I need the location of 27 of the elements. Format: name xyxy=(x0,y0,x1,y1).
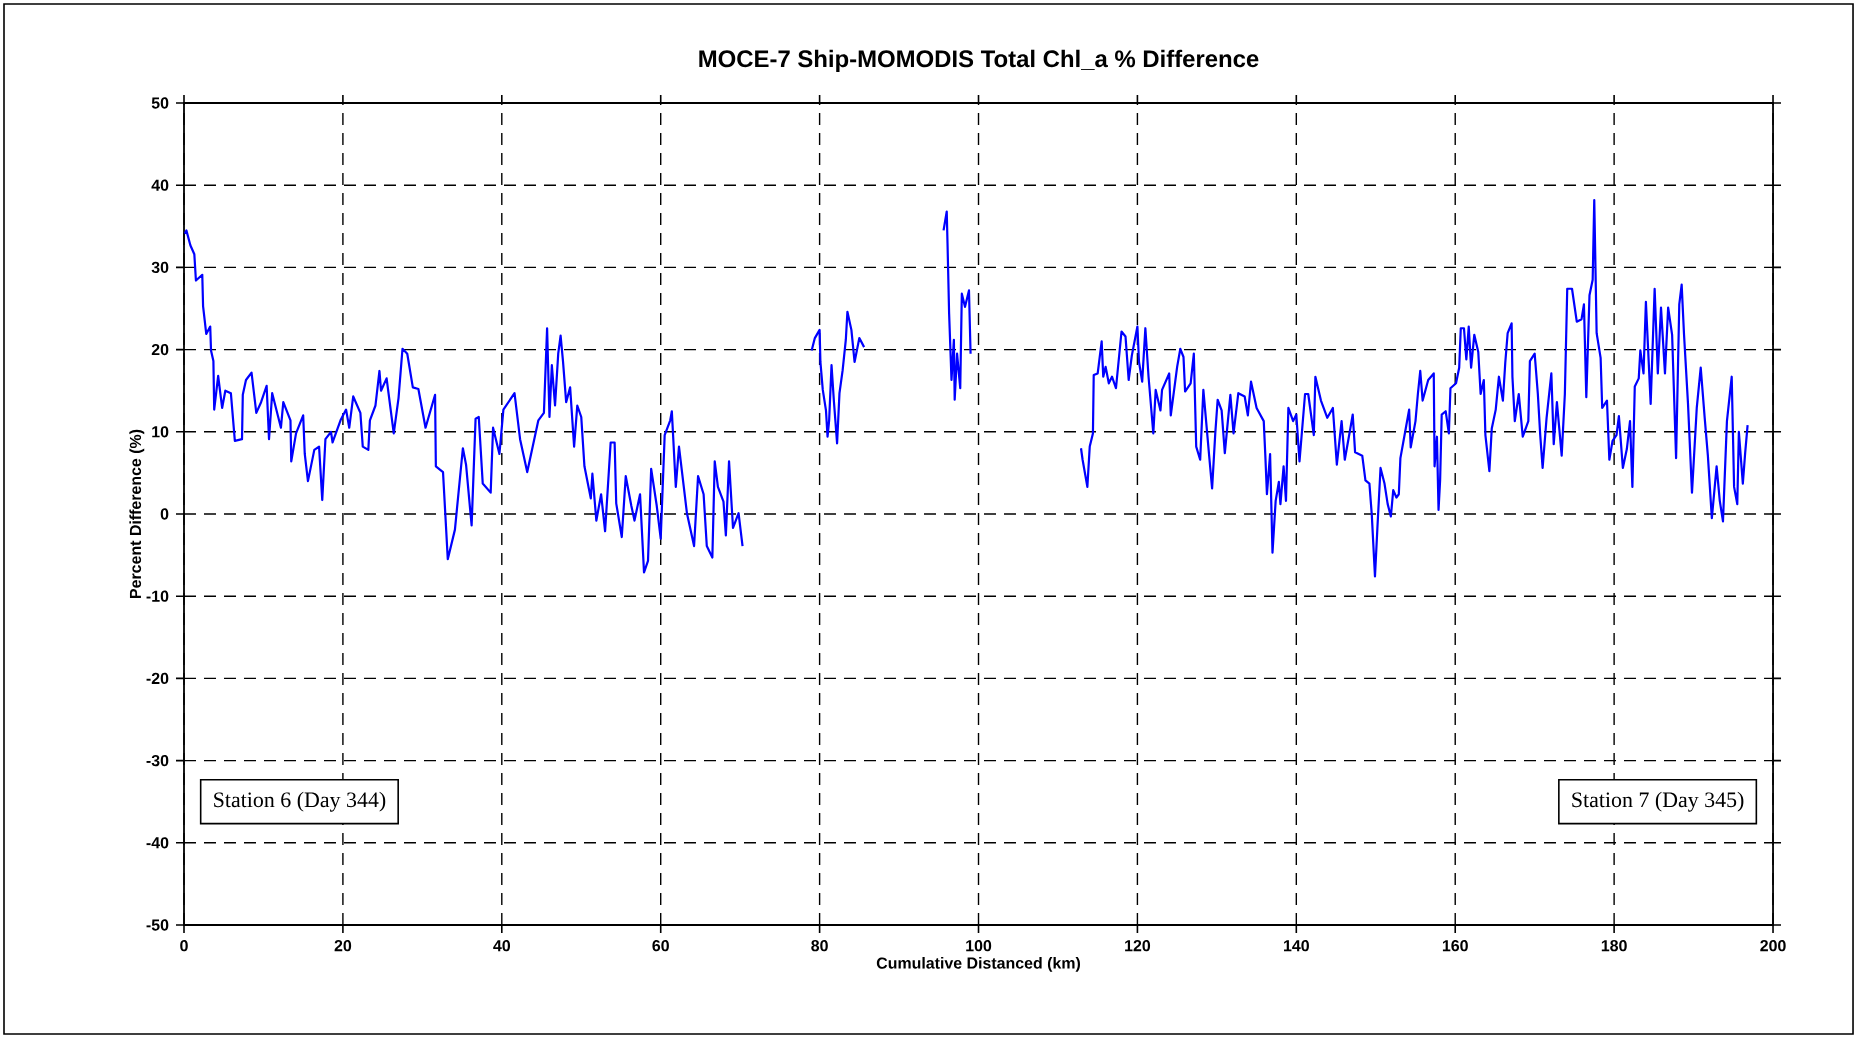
x-tick-label: 0 xyxy=(180,940,188,952)
x-tick-label: 200 xyxy=(1760,940,1786,952)
y-tick-label: 30 xyxy=(151,261,169,274)
y-tick-label: -30 xyxy=(146,754,169,767)
y-tick-label: 40 xyxy=(151,179,169,191)
y-tick-label: -40 xyxy=(146,837,169,849)
x-tick-label: 160 xyxy=(1442,940,1468,952)
annotation: Station 7 (Day 345) xyxy=(1572,791,1744,812)
x-tick-label: 180 xyxy=(1601,940,1627,952)
annotation: Station 6 (Day 344) xyxy=(214,791,386,812)
y-tick-label: 0 xyxy=(160,508,169,520)
x-tick-label: 140 xyxy=(1284,940,1309,952)
y-tick-label: -20 xyxy=(146,672,169,685)
x-tick-label: 100 xyxy=(966,940,992,952)
y-tick-label: -50 xyxy=(146,919,169,931)
y-axis-title: Percent Difference (%) xyxy=(129,429,145,598)
y-tick-label: -10 xyxy=(146,590,169,602)
chart-title: MOCE-7 Ship-MOMODIS Total Chl_a % Difference xyxy=(699,49,1259,73)
x-tick-label: 60 xyxy=(652,940,669,952)
y-tick-label: 10 xyxy=(152,426,169,438)
y-tick-label: 20 xyxy=(151,343,169,356)
x-tick-label: 40 xyxy=(493,940,511,952)
x-tick-label: 120 xyxy=(1125,940,1151,952)
x-tick-label: 20 xyxy=(334,940,352,952)
x-tick-label: 80 xyxy=(811,940,828,952)
y-tick-label: 50 xyxy=(151,97,169,109)
x-axis-title: Cumulative Distanced (km) xyxy=(876,956,1080,972)
